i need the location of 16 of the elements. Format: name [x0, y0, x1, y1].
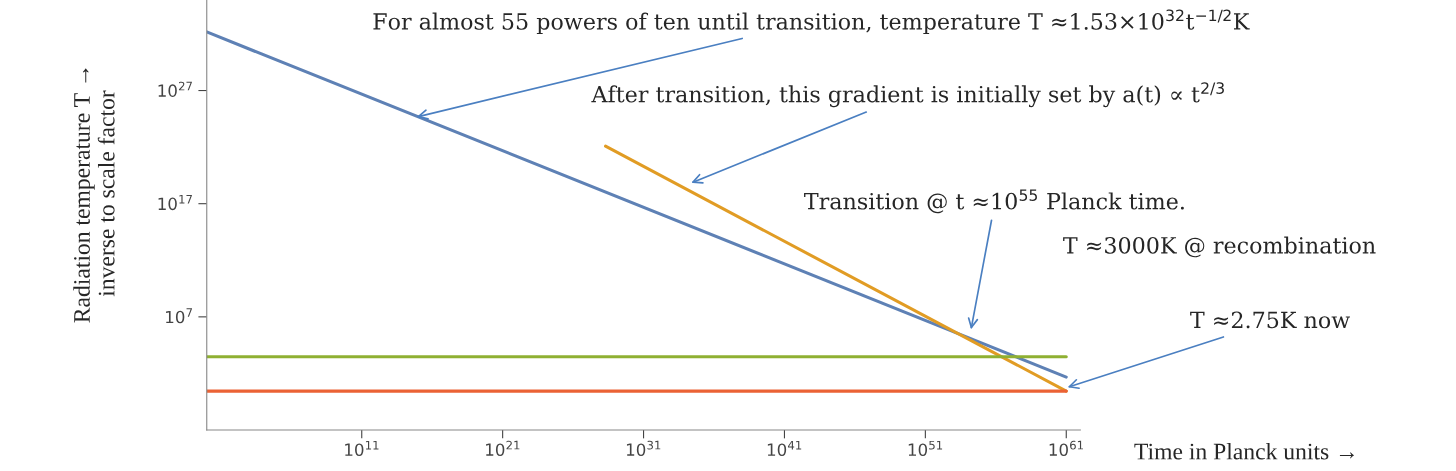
annotation: For almost 55 powers of ten until transition, temperature T ≈1.53×10$^{32}$t$^{−1/2}$K: [373, 9, 1250, 35]
y-tick-label: 10$^{27}$: [158, 81, 192, 97]
x-tick-label: 10$^{21}$: [486, 440, 520, 456]
y-axis-title: Radiation temperature T → inverse to scale factor: [73, 68, 115, 323]
annotation: T ≈3000K @ recombination: [1063, 236, 1376, 258]
y-tick-label: 10$^{17}$: [158, 195, 192, 211]
y-tick-label: 10$^{7}$: [166, 308, 193, 324]
annotation: T ≈2.75K now: [1190, 311, 1350, 329]
x-tick-label: 10$^{31}$: [626, 440, 661, 456]
annotation: Transition @ t ≈10$^{55}$ Planck time.: [804, 189, 1184, 214]
x-tick-label: 10$^{41}$: [767, 440, 802, 456]
x-tick-label: 10$^{61}$: [1049, 440, 1083, 456]
x-axis-title: Time in Planck units →: [1134, 442, 1354, 460]
annotation: After transition, this gradient is initially set by a(t) ∝ t$^{2/3}$: [591, 82, 1224, 108]
x-tick-label: 10$^{51}$: [908, 440, 943, 456]
x-tick-label: 10$^{11}$: [345, 440, 379, 456]
